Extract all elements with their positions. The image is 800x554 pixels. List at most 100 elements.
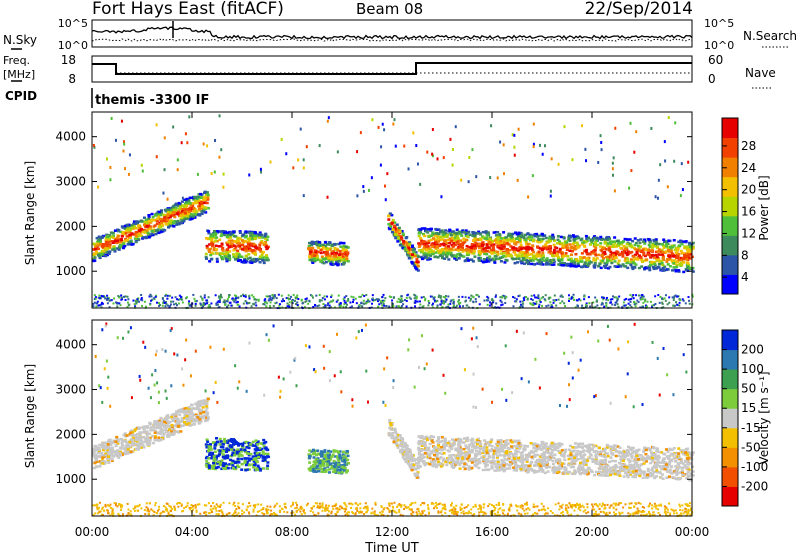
scatter-point — [177, 207, 181, 211]
scatter-point — [264, 237, 268, 241]
scatter-point — [499, 260, 503, 263]
scatter-point — [635, 294, 638, 297]
scatter-point — [639, 238, 643, 241]
scatter-point — [100, 460, 104, 463]
scatter-point — [243, 257, 247, 261]
scatter-point — [150, 218, 154, 221]
scatter-point — [217, 300, 220, 303]
scatter-point — [111, 450, 115, 454]
scatter-point — [181, 196, 184, 200]
scatter-point — [405, 243, 409, 247]
scatter-point — [415, 262, 419, 265]
scatter-point — [399, 235, 403, 238]
scatter-point — [579, 265, 583, 269]
scatter-point — [382, 293, 385, 296]
scatter-point — [660, 268, 664, 271]
scatter-point — [159, 428, 163, 432]
scatter-point — [641, 295, 644, 298]
scatter-point — [496, 250, 500, 254]
scatter-point — [442, 247, 446, 251]
scatter-point — [223, 437, 227, 441]
scatter-point — [448, 237, 452, 240]
scatter-point — [414, 299, 417, 302]
scatter-point — [466, 257, 470, 260]
scatter-point — [258, 255, 262, 258]
scatter-point — [205, 246, 209, 250]
scatter-point — [570, 235, 574, 238]
scatter-point — [450, 247, 454, 251]
scatter-point — [122, 243, 126, 247]
scatter-point — [166, 207, 170, 210]
scatter-point — [519, 300, 522, 303]
scatter-point — [682, 261, 686, 264]
scatter-point — [115, 247, 119, 250]
scatter-point — [149, 303, 152, 306]
scatter-point — [247, 451, 251, 454]
scatter-point — [122, 246, 126, 250]
scatter-point — [614, 126, 617, 130]
scatter-point — [343, 296, 346, 299]
scatter-point — [434, 247, 438, 251]
scatter-point — [172, 428, 176, 431]
scatter-point — [405, 248, 409, 251]
scatter-point — [640, 249, 644, 253]
scatter-point — [666, 263, 670, 266]
scatter-point — [223, 441, 227, 444]
scatter-point — [106, 157, 109, 161]
scatter-point — [200, 212, 204, 216]
scatter-point — [638, 294, 641, 297]
scatter-point — [466, 235, 470, 238]
scatter-point — [556, 238, 560, 242]
scatter-point — [100, 301, 103, 304]
scatter-point — [238, 237, 242, 240]
scatter-point — [92, 451, 96, 454]
scatter-point — [260, 253, 264, 257]
scatter-point — [356, 194, 359, 198]
scatter-point — [145, 225, 149, 228]
scatter-point — [514, 231, 518, 234]
scatter-point — [431, 152, 434, 156]
scatter-point — [116, 241, 120, 244]
scatter-point — [390, 221, 394, 225]
scatter-point — [575, 299, 578, 302]
scatter-point — [533, 294, 536, 297]
scatter-point — [387, 222, 391, 226]
scatter-point — [227, 233, 231, 237]
scatter-point — [543, 234, 547, 237]
scatter-point — [662, 244, 666, 247]
scatter-point — [347, 297, 350, 300]
scatter-point — [629, 258, 633, 261]
scatter-point — [498, 246, 502, 250]
scatter-point — [483, 252, 487, 256]
scatter-point — [260, 170, 263, 174]
scatter-point — [593, 241, 597, 244]
scatter-point — [557, 250, 561, 254]
scatter-point — [450, 255, 454, 258]
scatter-point — [513, 251, 517, 254]
scatter-point — [416, 260, 420, 264]
scatter-point — [220, 459, 224, 462]
scatter-point — [450, 236, 454, 240]
scatter-point — [326, 252, 330, 256]
scatter-point — [174, 296, 177, 299]
scatter-point — [139, 439, 143, 443]
scatter-point — [537, 294, 540, 297]
scatter-point — [465, 253, 469, 257]
scatter-point — [143, 230, 147, 234]
scatter-point — [381, 296, 384, 299]
scatter-point — [685, 261, 689, 264]
freq-unit: [MHz] — [3, 68, 35, 81]
scatter-point — [323, 244, 327, 248]
scatter-point — [116, 442, 120, 445]
scatter-point — [270, 298, 273, 301]
scatter-point — [253, 231, 257, 234]
scatter-point — [341, 252, 345, 256]
scatter-point — [585, 251, 589, 255]
y-tick-label: 1000 — [55, 264, 86, 278]
scatter-point — [440, 195, 443, 199]
scatter-point — [654, 295, 657, 298]
scatter-point — [653, 245, 657, 248]
scatter-point — [542, 296, 545, 299]
scatter-point — [185, 200, 189, 204]
scatter-point — [129, 241, 133, 245]
